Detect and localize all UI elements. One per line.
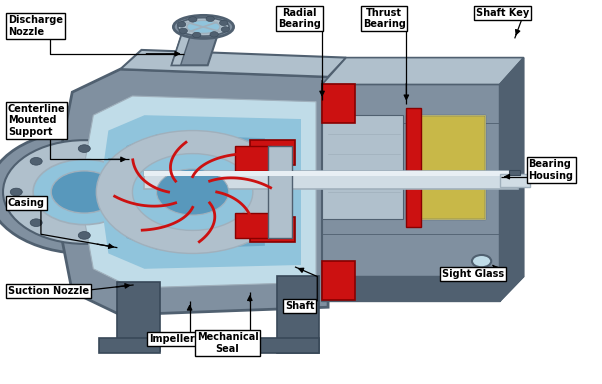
Circle shape [0, 131, 181, 253]
Bar [322, 115, 403, 219]
Text: Discharge
Nozzle: Discharge Nozzle [8, 15, 63, 37]
Ellipse shape [173, 15, 234, 38]
Text: Sight Glass: Sight Glass [441, 269, 504, 279]
Bar [144, 171, 518, 189]
Polygon shape [172, 19, 196, 65]
Polygon shape [500, 58, 524, 301]
Circle shape [206, 16, 214, 22]
Bar [406, 115, 485, 219]
Bar [250, 217, 295, 242]
Polygon shape [322, 58, 524, 84]
Bar [500, 174, 530, 187]
Circle shape [220, 20, 228, 26]
Text: Suction Nozzle: Suction Nozzle [8, 286, 89, 296]
Circle shape [10, 188, 22, 196]
Bar [322, 84, 355, 123]
Bar [509, 170, 520, 175]
Circle shape [30, 219, 42, 227]
Polygon shape [84, 96, 316, 288]
Circle shape [179, 28, 187, 33]
Ellipse shape [178, 18, 229, 36]
Polygon shape [120, 134, 265, 250]
FancyBboxPatch shape [322, 84, 500, 301]
Bar [117, 282, 160, 351]
Circle shape [126, 157, 138, 165]
Circle shape [78, 232, 90, 239]
Circle shape [157, 169, 229, 215]
Circle shape [193, 32, 201, 38]
Text: Radial
Bearing: Radial Bearing [278, 8, 321, 29]
Text: Casing: Casing [8, 198, 45, 208]
Circle shape [33, 159, 135, 225]
Circle shape [3, 140, 166, 244]
Circle shape [188, 17, 197, 22]
Text: Bearing
Housing: Bearing Housing [529, 159, 574, 181]
Circle shape [178, 22, 186, 27]
Polygon shape [120, 50, 346, 77]
Polygon shape [322, 276, 524, 301]
Polygon shape [60, 69, 328, 315]
Bar [99, 338, 160, 353]
Bar [268, 146, 292, 238]
Text: Shaft Key: Shaft Key [476, 8, 529, 18]
Circle shape [96, 131, 289, 253]
Bar [406, 108, 421, 227]
Bar [277, 276, 319, 353]
Circle shape [472, 255, 491, 267]
Bar [144, 171, 518, 176]
Bar [322, 261, 355, 300]
Circle shape [30, 157, 42, 165]
Polygon shape [102, 115, 301, 269]
Circle shape [146, 188, 158, 196]
Circle shape [221, 27, 229, 32]
Bar [235, 146, 271, 171]
Text: Impeller: Impeller [149, 334, 194, 344]
Text: Centerline
Mounted
Support: Centerline Mounted Support [8, 104, 66, 137]
Circle shape [132, 154, 253, 230]
Bar [235, 213, 271, 238]
Circle shape [126, 219, 138, 227]
Circle shape [78, 145, 90, 152]
Circle shape [51, 171, 117, 213]
Bar [406, 115, 485, 219]
Text: Thrust
Bearing: Thrust Bearing [362, 8, 406, 29]
Bar [250, 140, 295, 165]
Bar [259, 338, 319, 353]
Circle shape [210, 31, 219, 37]
Text: Shaft: Shaft [285, 301, 315, 311]
Polygon shape [172, 19, 223, 65]
Ellipse shape [187, 20, 220, 33]
Text: Mechanical
Seal: Mechanical Seal [197, 332, 258, 354]
